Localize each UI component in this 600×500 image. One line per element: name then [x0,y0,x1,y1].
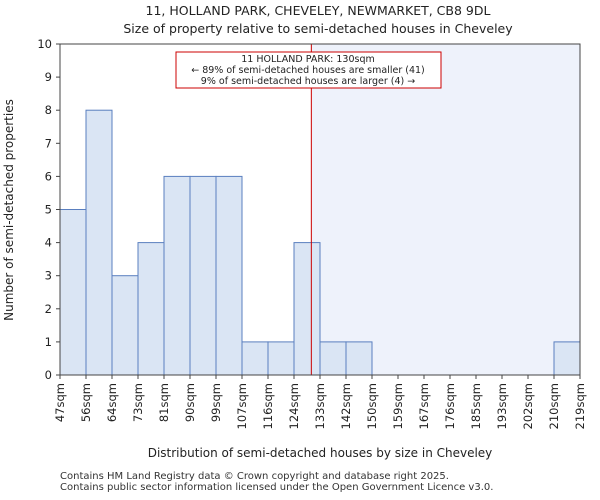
x-axis-label: Distribution of semi-detached houses by … [148,446,493,460]
bar [59,209,87,376]
x-tick-label: 185sqm [469,383,483,429]
bar [85,109,113,376]
bar [553,341,581,376]
y-tick-label: 1 [45,335,52,349]
x-tick-label: 133sqm [313,383,327,429]
annotation-box: 11 HOLLAND PARK: 130sqm ← 89% of semi-de… [175,51,442,89]
x-tick-label: 167sqm [417,383,431,429]
x-tick-label: 159sqm [391,383,405,429]
annotation-line-1: 11 HOLLAND PARK: 130sqm [241,54,375,65]
y-tick-label: 4 [45,236,52,250]
y-tick-label: 10 [37,37,52,51]
chart-title: 11, HOLLAND PARK, CHEVELEY, NEWMARKET, C… [146,3,491,18]
y-axis-label: Number of semi-detached properties [2,99,16,321]
y-tick-label: 3 [45,269,52,283]
bar [111,275,139,376]
bars [59,109,581,376]
x-tick-label: 99sqm [209,383,223,422]
bar [345,341,373,376]
x-tick-label: 73sqm [131,383,145,422]
x-tick-label: 47sqm [53,383,67,422]
x-tick-label: 176sqm [443,383,457,429]
x-tick-label: 116sqm [261,383,275,429]
bar [189,175,217,376]
x-tick-label: 142sqm [339,383,353,429]
x-tick-label: 150sqm [365,383,379,429]
y-tick-label: 6 [45,169,52,183]
footer-line-2: Contains public sector information licen… [60,482,494,493]
y-tick-label: 5 [45,203,52,217]
y-ticks: 0 1 2 3 4 5 6 7 8 9 10 [37,37,60,382]
x-tick-label: 107sqm [235,383,249,429]
y-tick-label: 7 [45,136,52,150]
footer-line-1: Contains HM Land Registry data © Crown c… [60,471,449,482]
annotation-border [175,51,442,89]
bar [241,341,269,376]
x-tick-label: 81sqm [157,383,171,422]
chart-subtitle: Size of property relative to semi-detach… [123,21,513,36]
x-tick-label: 64sqm [105,383,119,422]
x-tick-label: 90sqm [183,383,197,422]
bar [267,341,295,376]
bar [319,341,347,376]
bar [293,242,321,376]
y-tick-label: 9 [45,70,52,84]
y-tick-label: 8 [45,103,52,117]
x-tick-label: 193sqm [495,383,509,429]
x-ticks: 47sqm 56sqm 64sqm 73sqm 81sqm 90sqm 99sqm 107sq… [53,375,587,429]
y-tick-label: 2 [45,302,52,316]
bar [163,175,191,376]
x-tick-label: 56sqm [79,383,93,422]
bar [137,242,165,376]
y-tick-label: 0 [45,368,52,382]
x-tick-label: 202sqm [521,383,535,429]
bar [215,175,243,376]
annotation-line-2: ← 89% of semi-detached houses are smalle… [191,65,425,76]
x-tick-label: 219sqm [573,383,587,429]
larger-region-shade [311,44,580,375]
x-tick-label: 210sqm [547,383,561,429]
x-tick-label: 124sqm [287,383,301,429]
annotation-line-3: 9% of semi-detached houses are larger (4… [201,76,415,87]
